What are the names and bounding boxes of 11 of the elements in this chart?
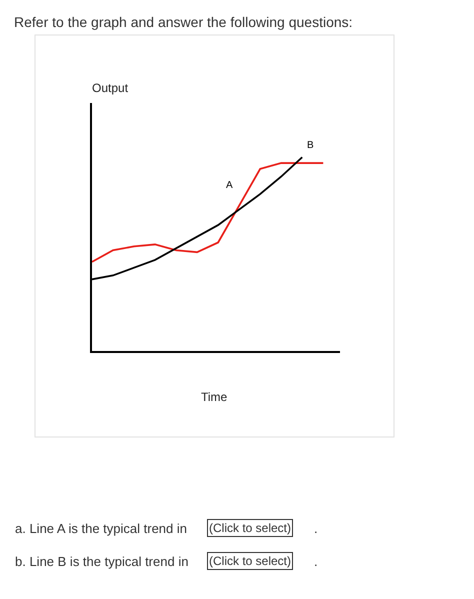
text: . (314, 554, 318, 569)
series-label: B (307, 140, 314, 151)
x-axis-title: Time (201, 390, 228, 404)
chart-title: Refer to the graph and answer the following questions: (14, 14, 353, 30)
series-label: A (226, 180, 233, 191)
text: (Click to select) (209, 521, 292, 535)
text: (Click to select) (209, 554, 292, 568)
text: Output (92, 81, 129, 95)
text: . (314, 521, 318, 536)
text: b. Line B is the typical trend in (15, 554, 188, 569)
text: a. Line A is the typical trend in (15, 521, 187, 536)
